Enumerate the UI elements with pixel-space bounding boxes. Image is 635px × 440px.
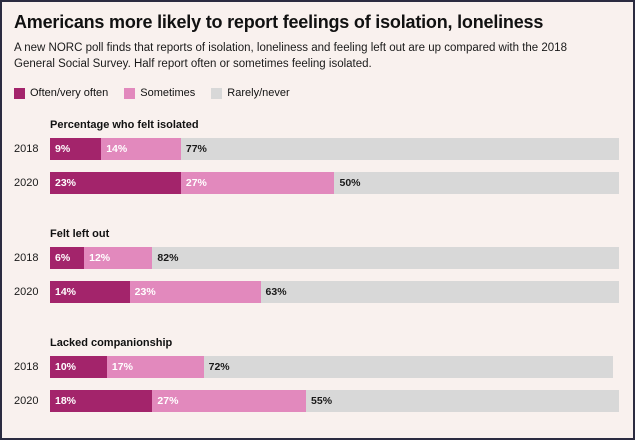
bar-segment-often-very-often: 18% (50, 390, 153, 413)
year-label: 2018 (14, 143, 39, 156)
bar-track: 18% 27% 55% (50, 390, 619, 413)
chart-group-percentage-who-felt-isolated: Percentage who felt isolated 2018 9% 14% 77%… (14, 119, 619, 195)
legend: Often/very often Sometimes Rarely/never (14, 87, 619, 99)
legend-label: Sometimes (140, 87, 196, 100)
legend-item-rarely-never: Rarely/never (211, 87, 290, 100)
chart-group-felt-left-out: Felt left out 2018 6% 12% 82% 2020 14% 23% 63% (14, 228, 619, 304)
bar-row-2020: 2020 23% 27% 50% (14, 172, 619, 195)
group-title: Lacked companionship (50, 337, 173, 350)
value-label: 6% (55, 252, 71, 265)
bar-segment-rarely-never: 82% (152, 247, 619, 270)
bar-row-2020: 2020 14% 23% 63% (14, 281, 619, 304)
value-label: 27% (185, 177, 207, 190)
bar-segment-rarely-never: 77% (180, 138, 619, 161)
chart-title: Americans more likely to report feelings… (14, 12, 544, 32)
value-label: 27% (157, 395, 179, 408)
legend-swatch-often-very-often (14, 87, 25, 99)
bar-segment-sometimes: 23% (129, 281, 261, 304)
bar-segment-often-very-often: 14% (50, 281, 130, 304)
value-label: 72% (208, 361, 230, 374)
year-label: 2020 (14, 177, 39, 190)
year-label: 2020 (14, 395, 39, 408)
value-label: 23% (55, 177, 77, 190)
bar-segment-rarely-never: 63% (260, 281, 619, 304)
value-label: 17% (111, 361, 133, 374)
bar-segment-sometimes: 17% (106, 356, 204, 379)
bar-row-2018: 2018 10% 17% 72% (14, 356, 619, 379)
legend-label: Often/very often (30, 87, 109, 100)
bar-track: 14% 23% 63% (50, 281, 619, 304)
value-label: 23% (134, 286, 156, 299)
bar-track: 23% 27% 50% (50, 172, 619, 195)
bar-segment-rarely-never: 50% (334, 172, 619, 195)
value-label: 10% (55, 361, 77, 374)
bar-row-2018: 2018 9% 14% 77% (14, 138, 619, 161)
bar-segment-often-very-often: 10% (50, 356, 107, 379)
legend-item-sometimes: Sometimes (124, 87, 195, 99)
bar-row-2020: 2020 18% 27% 55% (14, 390, 619, 413)
year-label: 2020 (14, 286, 39, 299)
bar-segment-sometimes: 27% (152, 390, 307, 413)
bar-track: 9% 14% 77% (50, 138, 619, 161)
bar-segment-often-very-often: 6% (50, 247, 85, 270)
year-label: 2018 (14, 361, 39, 374)
value-label: 12% (89, 252, 111, 265)
bar-segment-sometimes: 14% (101, 138, 181, 161)
value-label: 18% (55, 395, 77, 408)
chart-group-lacked-companionship: Lacked companionship 2018 10% 17% 72% 2020 18%… (14, 337, 619, 413)
bar-track: 6% 12% 82% (50, 247, 619, 270)
value-label: 55% (311, 395, 333, 408)
year-label: 2018 (14, 252, 39, 265)
legend-swatch-rarely-never (211, 87, 223, 99)
legend-label: Rarely/never (227, 87, 290, 100)
group-title: Felt left out (50, 228, 110, 241)
value-label: 63% (265, 286, 287, 299)
bar-track: 10% 17% 72% (50, 356, 619, 379)
bar-segment-often-very-often: 23% (50, 172, 181, 195)
legend-item-often-very-often: Often/very often (14, 87, 108, 99)
value-label: 82% (157, 252, 179, 265)
stacked-bar-chart: Percentage who felt isolated 2018 9% 14% 77%… (14, 119, 619, 413)
bar-segment-often-very-often: 9% (50, 138, 102, 161)
chart-subtitle: A new NORC poll finds that reports of is… (14, 42, 567, 71)
bar-segment-sometimes: 12% (84, 247, 153, 270)
bar-segment-rarely-never: 72% (203, 356, 614, 379)
bar-row-2018: 2018 6% 12% 82% (14, 247, 619, 270)
value-label: 9% (55, 143, 71, 156)
value-label: 14% (106, 143, 128, 156)
bar-segment-rarely-never: 55% (306, 390, 619, 413)
value-label: 14% (55, 286, 77, 299)
value-label: 77% (185, 143, 207, 156)
group-title: Percentage who felt isolated (50, 119, 199, 132)
legend-swatch-sometimes (124, 87, 136, 99)
bar-segment-sometimes: 27% (180, 172, 335, 195)
value-label: 50% (339, 177, 361, 190)
